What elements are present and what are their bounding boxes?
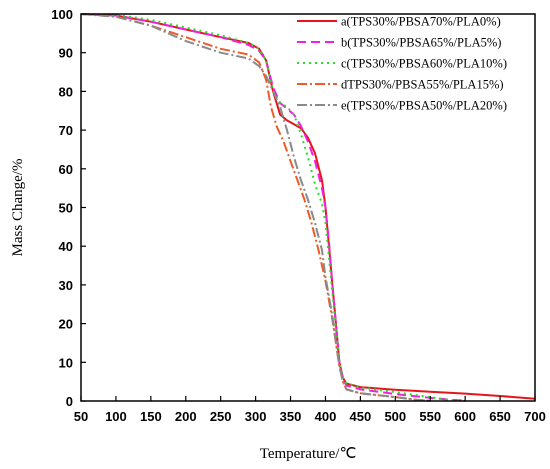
- x-tick-label: 700: [524, 409, 546, 424]
- y-tick-label: 20: [59, 317, 73, 332]
- legend-label: dTPS30%/PBSA55%/PLA15%): [341, 78, 504, 92]
- x-tick-label: 400: [315, 409, 337, 424]
- legend-label: c(TPS30%/PBSA60%/PLA10%): [341, 57, 507, 71]
- y-tick-label: 80: [59, 84, 73, 99]
- y-tick-label: 10: [59, 355, 73, 370]
- x-tick-label: 550: [419, 409, 441, 424]
- x-axis-title: Temperature/℃: [260, 446, 357, 462]
- legend: a(TPS30%/PBSA70%/PLA0%) b(TPS30%/PBSA65%/…: [297, 15, 507, 113]
- legend-label: b(TPS30%/PBSA65%/PLA5%): [341, 36, 501, 50]
- x-tick-label: 500: [384, 409, 406, 424]
- y-tick-label: 60: [59, 162, 73, 177]
- x-tick-label: 200: [175, 409, 197, 424]
- y-tick-label: 50: [59, 201, 73, 216]
- plot-frame: [80, 13, 536, 402]
- tick-layer: 50 100 150 200 250 300 350 400 450 500 550 600 650 70…: [51, 7, 546, 424]
- x-tick-label: 600: [454, 409, 476, 424]
- y-tick-label: 90: [59, 46, 73, 61]
- legend-label: e(TPS30%/PBSA50%/PLA20%): [341, 99, 507, 113]
- x-tick-label: 150: [140, 409, 162, 424]
- x-tick-label: 250: [210, 409, 232, 424]
- x-tick-label: 350: [280, 409, 302, 424]
- legend-label: a(TPS30%/PBSA70%/PLA0%): [341, 15, 501, 29]
- x-tick-label: 100: [105, 409, 127, 424]
- series-line-2: [80, 13, 466, 402]
- y-tick-label: 100: [51, 7, 73, 22]
- series-line-3: [80, 13, 466, 402]
- x-tick-label: 300: [245, 409, 267, 424]
- series-line-1: [80, 13, 536, 400]
- x-tick-label: 650: [489, 409, 511, 424]
- x-tick-label: 450: [350, 409, 372, 424]
- series-line-5: [80, 13, 431, 402]
- y-axis-title: Mass Change/%: [10, 159, 26, 257]
- series-line-4: [80, 13, 431, 402]
- y-tick-label: 0: [66, 394, 73, 409]
- y-tick-label: 70: [59, 123, 73, 138]
- y-tick-label: 30: [59, 278, 73, 293]
- series-layer: [80, 13, 536, 402]
- x-tick-label: 50: [74, 409, 88, 424]
- y-tick-label: 40: [59, 239, 73, 254]
